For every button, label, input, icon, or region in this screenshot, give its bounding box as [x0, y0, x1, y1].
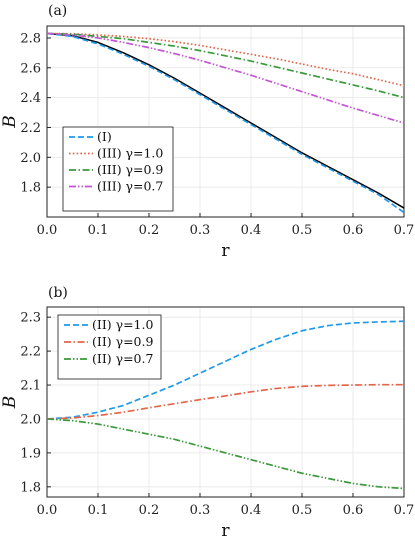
y-tick-label: 2.2	[20, 345, 41, 360]
x-axis-label: r	[221, 241, 230, 261]
legend-entry: (III) γ=0.9	[97, 162, 163, 177]
series-line	[47, 32, 404, 209]
plot-frame	[46, 25, 405, 218]
x-tick-label: 0.4	[241, 223, 262, 238]
x-tick-label: 0.6	[343, 503, 364, 518]
series-line	[47, 383, 404, 420]
y-tick-label: 2.8	[20, 31, 41, 46]
legend-entry: (II) γ=0.9	[92, 334, 153, 349]
y-axis-label: B	[0, 396, 20, 410]
legend-entry: (II) γ=0.7	[92, 351, 153, 366]
x-tick-label: 0.5	[292, 503, 313, 518]
x-tick-label: 0.3	[190, 223, 211, 238]
x-tick-label: 0.1	[88, 503, 109, 518]
panel-label: (b)	[48, 285, 68, 301]
panel-a: 0.0 0.1 0.2 0.3 0.4 0.5 0.6 0.7 1.8 2.0 2.2 2.4 2.6 2…	[0, 3, 414, 261]
y-tick-label: 2.2	[20, 121, 41, 136]
y-tick-label: 2.0	[20, 412, 41, 427]
x-tick-label: 0.2	[139, 223, 160, 238]
y-axis-label: B	[0, 115, 20, 129]
panel-label: (a)	[48, 3, 67, 19]
legend-entry: (III) γ=0.7	[97, 179, 163, 194]
x-tick-label: 0.0	[37, 503, 58, 518]
x-tick-label: 0.5	[292, 223, 313, 238]
x-tick-label: 0.3	[190, 503, 211, 518]
series-line	[47, 320, 404, 420]
x-tick-label: 0.7	[394, 223, 415, 238]
x-tick-label: 0.6	[343, 223, 364, 238]
x-tick-label: 0.1	[88, 223, 109, 238]
y-tick-label: 2.3	[20, 311, 41, 326]
x-tick-label: 0.0	[37, 223, 58, 238]
series-line	[47, 32, 404, 124]
plot-frame	[46, 306, 405, 498]
y-tick-label: 2.6	[20, 61, 41, 76]
legend: (I) (III) γ=1.0(III) γ=0.9 (III) γ=0.7	[62, 126, 174, 212]
x-tick-label: 0.7	[394, 503, 415, 518]
legend-entry: (III) γ=1.0	[97, 146, 163, 161]
legend-entry: (II) γ=1.0	[92, 317, 153, 332]
legend: (II) γ=1.0 (II) γ=0.9 (II) γ=0.7	[57, 314, 162, 380]
legend-entry: (I)	[97, 129, 112, 144]
y-tick-label: 1.9	[20, 446, 41, 461]
y-tick-label: 1.8	[20, 181, 41, 196]
y-tick-label: 2.4	[20, 91, 41, 106]
x-tick-label: 0.4	[241, 503, 262, 518]
series-line	[47, 32, 404, 87]
y-tick-label: 2.1	[20, 379, 41, 394]
legend-box	[62, 126, 174, 212]
x-tick-label: 0.2	[139, 503, 160, 518]
series-line	[47, 418, 404, 490]
series-line	[47, 32, 404, 99]
x-axis-label: r	[221, 521, 230, 541]
panel-b: 0.0 0.1 0.2 0.3 0.4 0.5 0.6 0.7 1.8 1.9 2.0 2.1 2.2 2…	[0, 285, 414, 541]
y-tick-label: 2.0	[20, 151, 41, 166]
y-tick-label: 1.8	[20, 480, 41, 495]
